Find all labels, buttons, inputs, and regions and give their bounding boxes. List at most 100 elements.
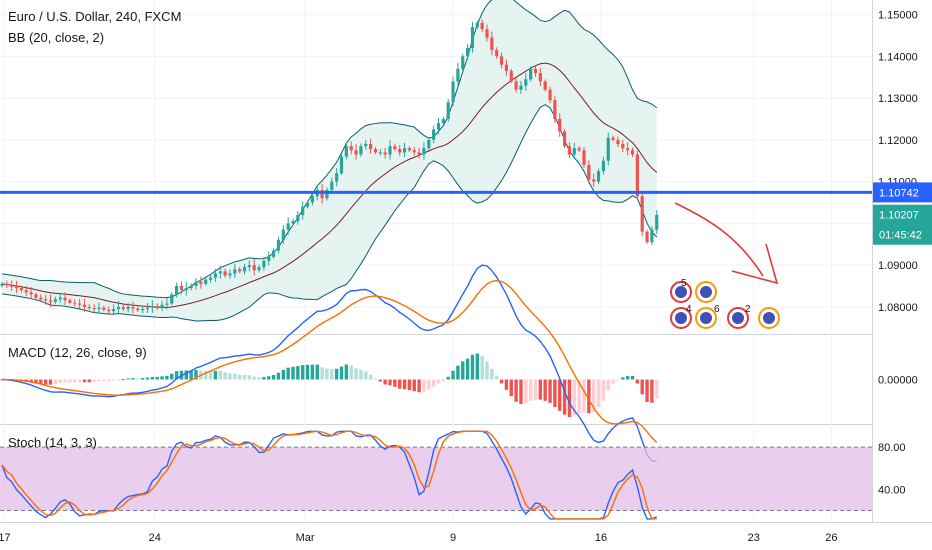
macd-histogram-bar [519,379,523,404]
candle-body [650,229,654,243]
event-flag-icon [675,286,687,298]
candlesticks[interactable] [0,19,659,316]
macd-histogram-bar [310,364,315,380]
macd-histogram-bar [257,377,261,380]
macd-histogram-bar [441,379,446,381]
macd-histogram-bar [456,365,460,380]
level-price-badge [873,182,932,203]
candle-body [78,303,82,305]
macd-histogram-bar [68,379,72,383]
candle-body [558,118,562,132]
macd-histogram-bar [383,379,387,385]
macd-histogram-bar [417,379,421,393]
macd-histogram-bar [490,368,494,380]
macd-histogram-bar [398,379,402,389]
candle-body [456,68,460,82]
candle-body [563,131,567,147]
macd-histogram-bar [368,374,373,380]
macd-histogram-bar [121,379,125,381]
last-price-label: 1.10207 [879,210,919,222]
candle-body [611,137,615,140]
macd-histogram-bar [126,378,130,380]
candle-body [175,285,179,295]
candle-body [252,265,256,271]
candle-body [34,294,38,298]
time-tick-label: 23 [748,532,760,544]
candle-body [373,149,378,153]
candle-body [359,146,363,155]
candle-body [630,150,635,155]
candle-body [582,150,586,165]
candle-body [48,300,53,302]
candle-body [490,37,494,51]
time-tick-label: 24 [149,532,161,544]
macd-histogram-bar [87,379,91,383]
candle-body [587,164,591,180]
candle-body [179,285,184,291]
macd-histogram-bar [480,356,484,380]
candle-body [92,308,96,310]
candle-body [53,299,57,302]
candle-body [519,85,523,90]
macd-pane[interactable] [0,264,659,463]
candle-body [24,290,28,293]
candle-body [655,215,659,230]
macd-histogram-bar [465,358,470,380]
macd-histogram-bar [655,379,659,399]
candle-body [257,267,261,271]
macd-histogram-bar [82,379,87,383]
candle-body [29,292,33,295]
macd-signal-line [1,279,658,443]
forecast-arrow-curve [674,202,764,277]
candle-body [635,154,639,197]
macd-histogram-bar [252,376,256,380]
macd-histogram-bar [150,376,155,380]
macd-histogram-bar [204,370,208,380]
macd-histogram-bar [359,369,363,380]
candle-body [383,152,387,155]
event-flag-icon [732,312,744,324]
macd-histogram-bar [431,379,436,387]
candle-body [281,229,285,241]
candle-body [567,146,572,155]
stochastic-pane[interactable] [0,430,872,520]
macd-histogram-bar [102,379,106,382]
candle-body [310,196,314,203]
macd-histogram-bar [587,379,591,414]
macd-histogram-bar [349,365,353,380]
macd-histogram-bar [223,372,227,380]
chart-title: Euro / U.S. Dollar, 240, FXCM [8,9,181,24]
macd-histogram-bar [174,371,179,380]
candle-body [548,89,552,101]
candle-body [204,279,208,284]
macd-histogram-bar [354,368,358,380]
candle-body [320,189,324,199]
macd-histogram-bar [111,379,116,381]
macd-histogram-bar [281,369,285,380]
macd-histogram-bar [388,379,392,386]
macd-histogram-bar [412,379,416,392]
macd-histogram-bar [616,379,620,381]
macd-histogram-bar [208,370,213,380]
macd-histogram-bar [271,375,276,380]
candle-body [111,308,116,312]
candle-body [485,29,489,38]
candle-body [291,221,295,224]
candle-body [402,148,407,153]
macd-histogram-bar [475,353,479,380]
macd-histogram-bar [402,379,407,390]
macd-histogram-bar [485,361,489,380]
macd-histogram-bar [592,379,596,413]
macd-histogram-bar [524,379,528,404]
countdown-label: 01:45:42 [879,230,922,242]
candle-body [102,307,106,310]
candle-body [194,281,198,286]
candle-body [228,273,232,276]
macd-histogram-bar [305,364,310,380]
candle-body [422,148,426,155]
last-price-badge [873,204,932,245]
axes: 1.150001.140001.130001.120001.110001.100… [0,10,932,544]
candle-body [349,146,353,151]
event-count-label: 5 [681,278,687,289]
